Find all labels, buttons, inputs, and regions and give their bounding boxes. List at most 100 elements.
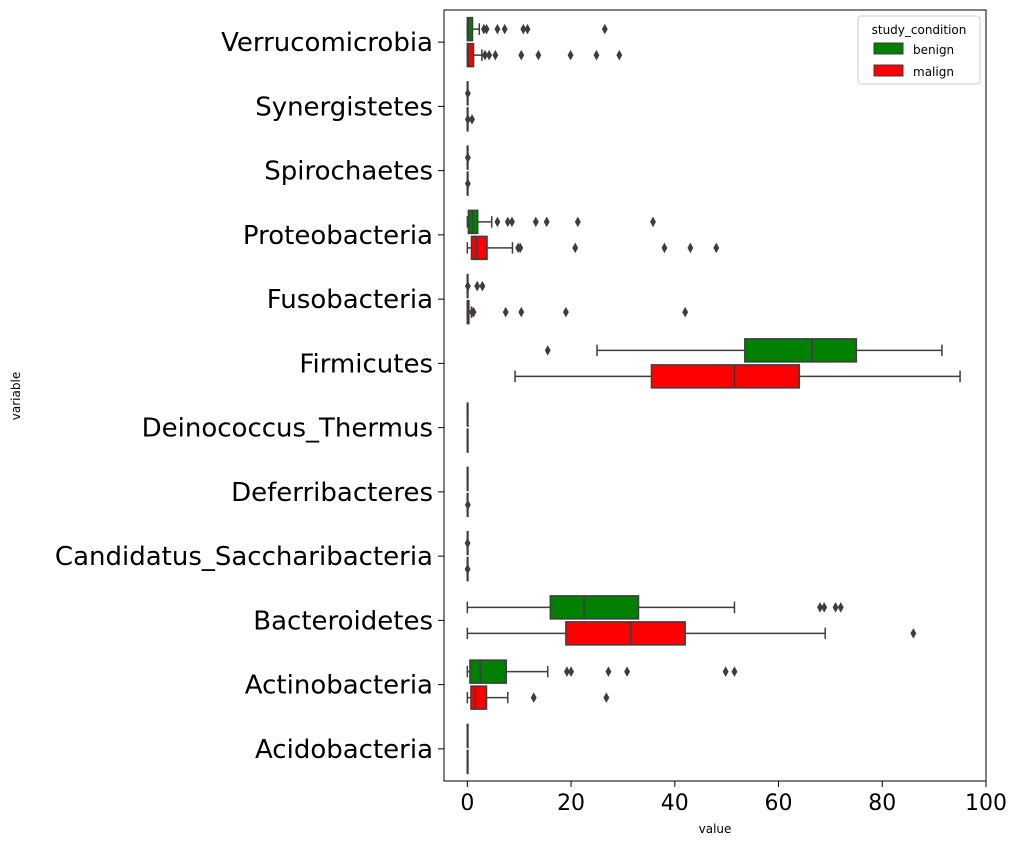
category-label: Deinococcus_Thermus [142, 414, 433, 444]
outlier-point [722, 666, 729, 677]
legend-label-benign: benign [913, 43, 954, 57]
outlier-point [563, 666, 570, 677]
category-labels: Verrucomicrobia Synergistetes Spirochaetes… [55, 28, 444, 765]
category-label: Deferribacteres [231, 478, 433, 508]
outlier-point [535, 49, 542, 61]
outlier-point [474, 280, 481, 292]
x-tick-label: 100 [965, 791, 1007, 816]
plot-area-frame [443, 9, 987, 782]
outlier-point [530, 692, 537, 703]
outlier-point [593, 49, 600, 61]
outlier-point [469, 114, 475, 125]
outlier-point [464, 88, 471, 99]
outlier-point [518, 49, 525, 61]
outlier-point [605, 666, 612, 677]
outlier-point [682, 306, 689, 318]
outlier-point [572, 242, 579, 254]
outlier-point [731, 666, 738, 677]
outlier-point [464, 178, 471, 189]
legend-swatch-benign [873, 42, 904, 55]
outlier-point [504, 216, 511, 228]
outlier-point [601, 23, 608, 35]
category-label: Acidobacteria [255, 735, 433, 765]
x-tick-label: 60 [765, 791, 793, 816]
outlier-point [479, 280, 486, 292]
box-benign [466, 595, 844, 620]
category-label: Bacteroidetes [253, 606, 433, 636]
outlier-point [661, 242, 668, 254]
category-label: Candidatus_Saccharibacteria [55, 542, 433, 572]
category-label: Synergistetes [255, 92, 433, 122]
outlier-point [464, 563, 471, 575]
box-iqr [744, 338, 858, 363]
x-axis-ticks: 0 20 40 60 80 100 [460, 781, 1007, 816]
box-iqr [549, 595, 640, 620]
outlier-point [494, 216, 501, 228]
box-malign [466, 42, 623, 68]
box-malign [464, 171, 471, 196]
outlier-point [464, 114, 471, 125]
box-benign [464, 145, 471, 170]
category-label: Spirochaetes [264, 157, 433, 187]
outlier-point [574, 216, 581, 228]
box-benign [544, 338, 943, 363]
legend: study_condition benign malign [857, 15, 981, 85]
outlier-point [713, 242, 720, 254]
y-axis-title: variable [9, 372, 23, 420]
box-malign [514, 364, 961, 389]
outlier-point [520, 23, 527, 35]
outlier-point [616, 49, 623, 61]
outlier-point [464, 152, 471, 163]
outlier-point [837, 602, 844, 613]
box-iqr [470, 685, 488, 710]
outlier-point [518, 306, 525, 318]
box-iqr [470, 235, 488, 261]
category-label: Fusobacteria [267, 285, 433, 315]
outlier-point [470, 306, 477, 318]
outlier-point [910, 628, 917, 639]
legend-title: study_condition [872, 23, 967, 37]
outlier-point [501, 23, 508, 35]
box-iqr [466, 42, 475, 68]
category-label: Firmicutes [299, 349, 433, 379]
outlier-point [568, 666, 575, 677]
outlier-point [687, 242, 694, 254]
outlier-point [603, 692, 610, 703]
box-malign [466, 299, 689, 325]
box-malign [466, 235, 720, 261]
legend-label-malign: malign [913, 65, 954, 79]
outlier-point [624, 666, 631, 677]
box-benign [464, 530, 471, 556]
outlier-point [502, 306, 509, 318]
outlier-point [494, 23, 501, 35]
box-benign [466, 16, 608, 42]
box-benign [466, 466, 469, 492]
outlier-point [483, 23, 490, 35]
box-malign [464, 492, 471, 518]
x-tick-label: 40 [661, 791, 689, 816]
box-malign [466, 685, 610, 710]
category-label: Actinobacteria [245, 671, 433, 701]
box-malign [466, 749, 469, 775]
outlier-point [509, 216, 515, 228]
box-benign [466, 402, 469, 427]
outlier-point [821, 602, 828, 613]
x-tick-label: 80 [868, 791, 896, 816]
box-iqr [469, 659, 507, 684]
category-label: Verrucomicrobia [221, 28, 433, 58]
box-malign [466, 428, 469, 453]
box-benign [464, 81, 471, 106]
outlier-point [532, 216, 539, 228]
outlier-point [832, 602, 839, 613]
outlier-point [492, 49, 499, 61]
outlier-point [650, 216, 656, 228]
boxes-layer [464, 16, 961, 775]
box-malign [466, 621, 917, 646]
outlier-point [464, 537, 471, 549]
box-iqr [565, 621, 686, 646]
x-tick-label: 0 [460, 791, 474, 816]
box-iqr [466, 16, 474, 42]
outlier-point [562, 306, 569, 318]
box-benign [466, 723, 469, 749]
